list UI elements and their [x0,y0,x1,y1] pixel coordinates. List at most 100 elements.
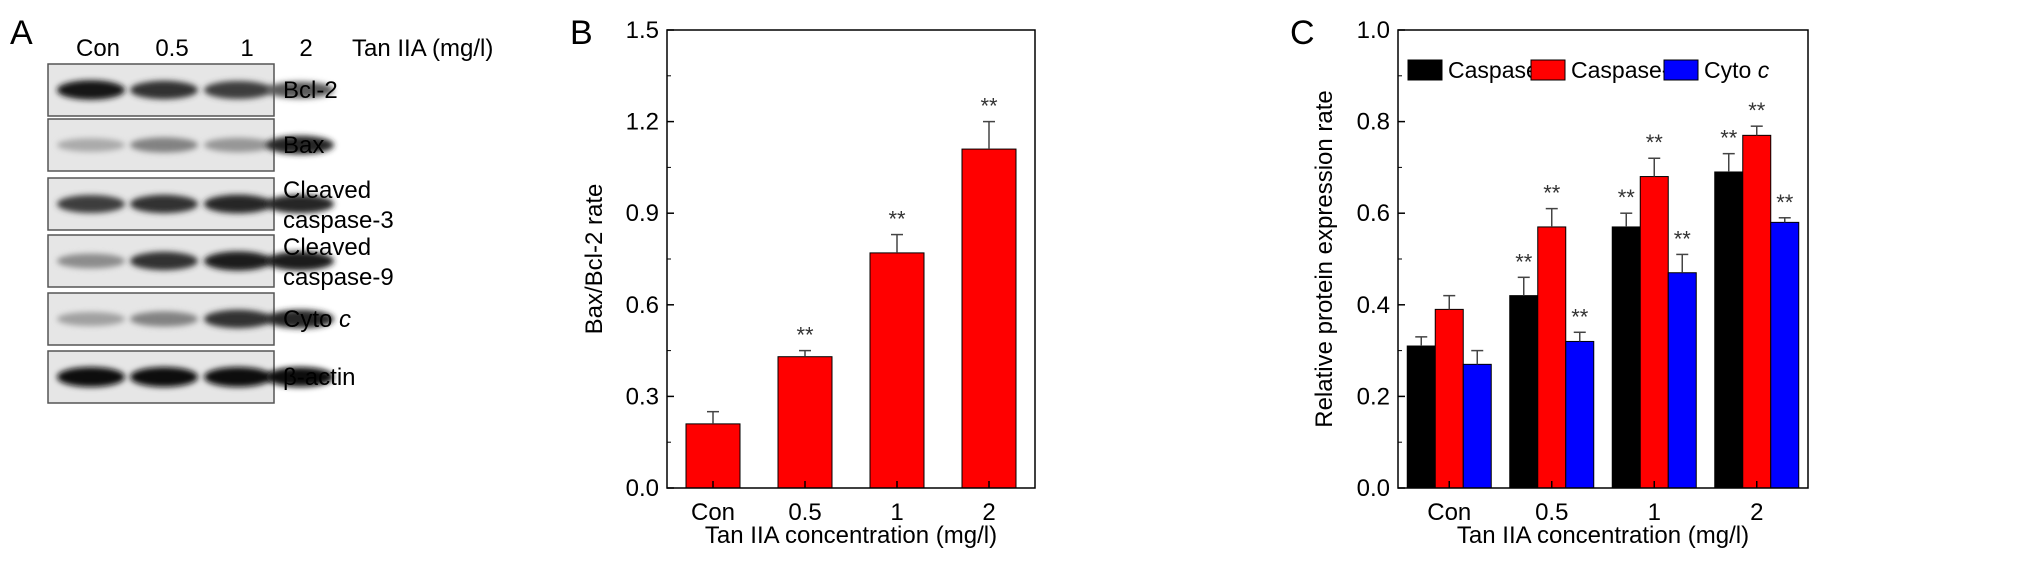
band-cleaved-caspase-9-lane-2 [130,251,198,271]
bar-cyto-c-0.5 [1565,340,1595,489]
bar-caspase-3-Con [1406,345,1436,489]
significance-marker: ** [796,323,814,348]
band-bcl-2-lane-4 [266,81,334,99]
y-tick-label: 0.9 [626,200,659,227]
blot-label-line: Cyto [283,306,339,333]
blot-label-italic: c [339,306,351,333]
panel-c-legend: Caspase-3 Caspase-9 Cyto c [1407,57,1770,83]
x-tick-label: 1 [890,499,903,526]
band-cleaved-caspase-3-lane-2 [130,194,198,214]
y-tick-label: 0.8 [1357,109,1390,136]
band-cleaved-caspase-9-lane-4 [266,251,334,271]
significance-marker: ** [1571,304,1589,329]
treatment-label: Tan IIA (mg/l) [352,35,493,62]
panel-c-x-axis-label: Tan IIA concentration (mg/l) [1457,522,1749,549]
bar-caspase-9-0.5 [1537,226,1567,489]
legend-swatch-cyto-c [1663,59,1699,81]
x-tick-label: Con [1427,499,1471,526]
band--actin-lane-3 [204,367,272,387]
blot-label-line: Cleaved [283,234,371,261]
band-cyto-c-lane-4 [266,309,334,329]
y-tick-label: 1.0 [1357,17,1390,44]
x-tick-label: 1 [1648,499,1661,526]
significance-marker: ** [888,207,906,232]
bar-value-Con [685,423,741,489]
y-tick-label: 0.2 [1357,383,1390,410]
bar-cyto-c-Con [1462,363,1492,489]
band-cleaved-caspase-9-lane-3 [204,251,272,271]
band-cleaved-caspase-3-lane-3 [204,194,272,214]
band--actin-lane-4 [266,367,334,387]
significance-marker: ** [1515,249,1533,274]
band-cyto-c-lane-3 [204,309,272,329]
bar-caspase-9-Con [1434,308,1464,489]
x-tick-label: 0.5 [1535,499,1568,526]
blot-label-line: β-actin [283,364,356,391]
legend-label-text: Cyto [1704,57,1758,83]
band-cleaved-caspase-3-lane-1 [57,195,125,213]
significance-marker: ** [1646,130,1664,155]
legend-label-italic: c [1758,57,1770,83]
significance-marker: ** [980,94,998,119]
band-bax-lane-4 [266,135,334,155]
panel-c-bars: ** ** ** ** ** ** ** ** ** [1406,98,1800,489]
y-tick-label: 0.6 [1357,200,1390,227]
panel-a-letter: A [10,14,33,52]
blot-label--actin: β-actin [283,364,356,391]
panel-b-x-axis-label: Tan IIA concentration (mg/l) [705,522,997,549]
panel-b-chart: B Bax/Bcl-2 rate Tan IIA concentration (… [570,14,1036,549]
panel-c-y-axis-label: Relative protein expression rate [1311,90,1338,428]
bar-caspase-9-2 [1742,134,1772,489]
significance-marker: ** [1618,185,1636,210]
lane-label-con: Con [76,35,120,62]
blot-label-line: Cleaved [283,177,371,204]
x-tick-label: 2 [982,499,995,526]
bar-value-2 [961,148,1017,489]
panel-b-axes: 0.0 0.3 0.6 0.9 1.2 1.5 Con 0.5 1 2 [626,17,1036,526]
bar-cyto-c-1 [1667,272,1697,489]
lane-labels: Con 0.5 1 2 [76,35,313,62]
panel-c-letter: C [1290,14,1315,52]
panel-c-axes: 0.0 0.2 0.4 0.6 0.8 1.0 Con 0.5 1 2 [1357,17,1809,526]
y-tick-label: 1.2 [626,109,659,136]
panel-b-y-axis-label: Bax/Bcl-2 rate [581,184,608,335]
legend-swatch-caspase-9 [1530,59,1566,81]
bar-caspase-3-2 [1714,171,1744,489]
panel-c-chart: C Relative protein expression rate Tan I… [1290,14,1809,549]
band-cleaved-caspase-9-lane-1 [57,253,125,269]
significance-marker: ** [1720,126,1738,151]
significance-marker: ** [1748,98,1766,123]
x-tick-label: Con [691,499,735,526]
bar-cyto-c-2 [1770,221,1800,489]
bar-value-1 [869,252,925,489]
blot-label-bax: Bax [283,132,324,159]
band-bax-lane-2 [130,137,198,153]
band-bcl-2-lane-2 [130,80,198,100]
legend-swatch-caspase-3 [1407,59,1443,81]
blot-label-cleaved-caspase-3: Cleaved caspase-3 [283,177,394,234]
bar-caspase-3-1 [1611,226,1641,489]
lane-label-1: 1 [240,35,253,62]
band-cyto-c-lane-2 [130,311,198,327]
blot-label-line: Bax [283,132,324,159]
band-cleaved-caspase-3-lane-4 [266,194,334,214]
band--actin-lane-2 [130,367,198,387]
y-tick-label: 0.0 [626,475,659,502]
blot-label-bcl-2: Bcl-2 [283,77,338,104]
lane-label-0.5: 0.5 [155,35,188,62]
significance-marker: ** [1674,226,1692,251]
y-tick-label: 0.4 [1357,292,1390,319]
blot-label-cyto-c: Cyto c [283,306,351,333]
x-tick-label: 0.5 [788,499,821,526]
blot-label-cleaved-caspase-9: Cleaved caspase-9 [283,234,394,291]
band-cyto-c-lane-1 [57,312,125,326]
bar-value-0.5 [777,356,833,489]
panel-b-letter: B [570,14,593,52]
band-bcl-2-lane-3 [204,81,272,99]
panel-a-western-blot: A Con 0.5 1 2 Tan IIA (mg/l) Bcl-2 Bax Cle… [10,14,493,404]
y-tick-label: 0.3 [626,383,659,410]
band-bax-lane-3 [204,137,272,153]
x-tick-label: 2 [1750,499,1763,526]
